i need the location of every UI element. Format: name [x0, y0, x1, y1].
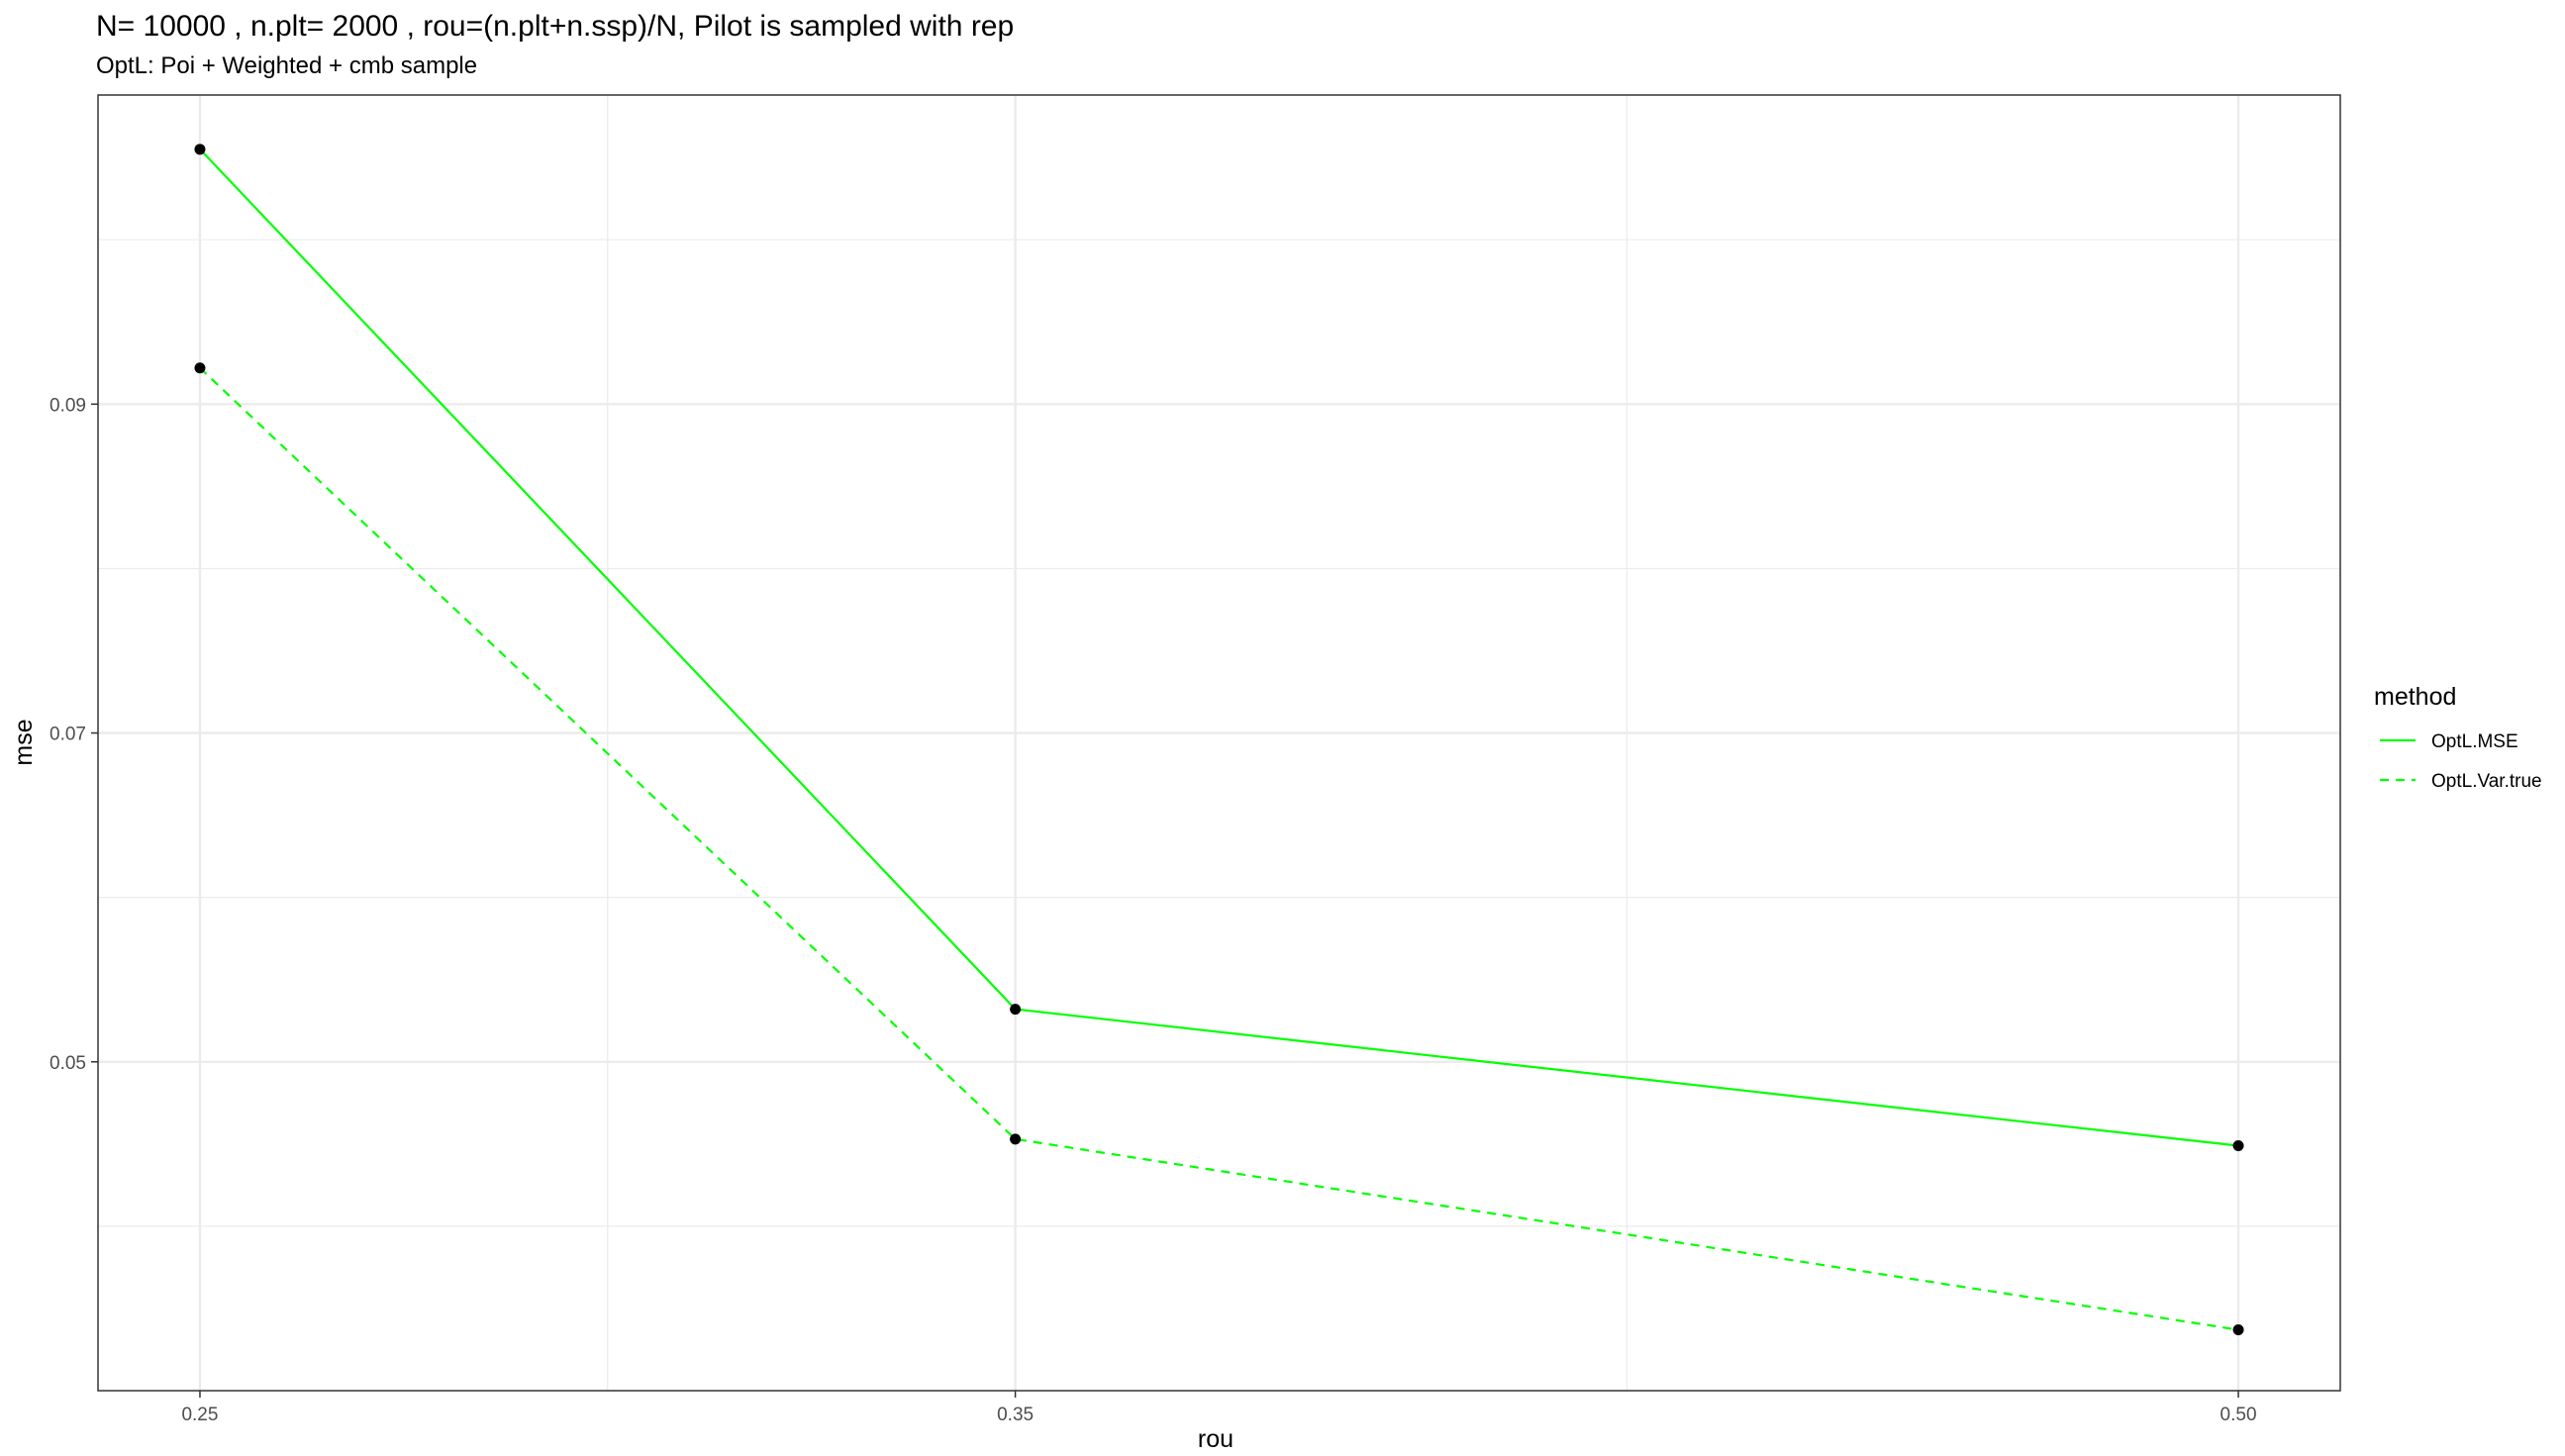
- x-tick-label: 0.50: [2220, 1405, 2257, 1425]
- y-axis-ticks: 0.05 0.07 0.09: [49, 395, 98, 1074]
- data-point-OptL.Var.true: [194, 362, 206, 374]
- panel-border: [97, 94, 2341, 1392]
- x-tick-label: 0.35: [997, 1405, 1034, 1425]
- legend: method OptL.MSE OptL.Var.true: [2374, 683, 2542, 792]
- x-tick-label: 0.25: [181, 1405, 218, 1425]
- data-point-OptL.Var.true: [1010, 1133, 1022, 1145]
- legend-label-OptL.Var.true: OptL.Var.true: [2431, 771, 2542, 792]
- chart-title: N= 10000 , n.plt= 2000 , rou=(n.plt+n.ss…: [96, 10, 1014, 43]
- data-points: [194, 144, 2244, 1336]
- y-axis-title: mse: [10, 719, 38, 765]
- x-axis-ticks: 0.25 0.35 0.50: [181, 1391, 2257, 1425]
- legend-title: method: [2374, 683, 2456, 711]
- data-point-OptL.MSE: [194, 144, 206, 155]
- y-tick-label: 0.09: [49, 395, 86, 416]
- data-point-OptL.MSE: [2232, 1139, 2244, 1151]
- data-point-OptL.Var.true: [2232, 1324, 2244, 1336]
- y-tick-label: 0.07: [49, 725, 86, 745]
- series-line-OptL.Var.true: [199, 367, 2239, 1331]
- minor-gridlines: [98, 95, 2340, 1391]
- x-axis-title: rou: [1198, 1425, 1233, 1453]
- major-gridlines: [98, 95, 2340, 1391]
- series-line-OptL.MSE: [199, 148, 2239, 1147]
- legend-label-OptL.MSE: OptL.MSE: [2431, 731, 2518, 752]
- data-point-OptL.MSE: [1010, 1004, 1022, 1016]
- y-tick-label: 0.05: [49, 1053, 86, 1074]
- chart-subtitle: OptL: Poi + Weighted + cmb sample: [96, 52, 477, 79]
- series-lines: [199, 148, 2239, 1331]
